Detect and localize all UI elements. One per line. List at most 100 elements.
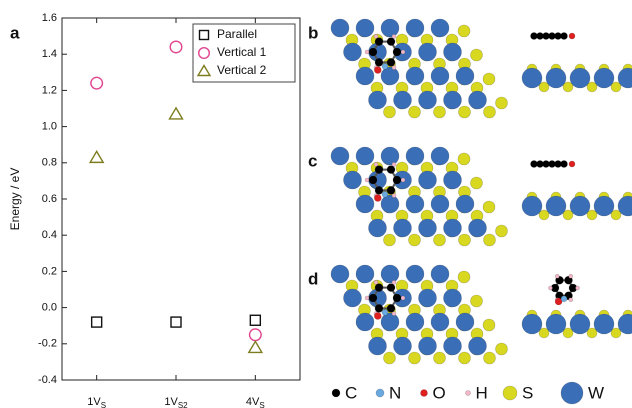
atom bbox=[470, 48, 483, 62]
atom bbox=[610, 81, 622, 93]
atom bbox=[383, 351, 396, 365]
marker bbox=[90, 316, 103, 328]
y-tick-label: 1.4 bbox=[42, 48, 57, 60]
atom bbox=[470, 176, 483, 190]
atom bbox=[554, 297, 563, 306]
atom bbox=[355, 146, 375, 166]
atom bbox=[545, 67, 567, 89]
atom bbox=[380, 146, 400, 166]
atom bbox=[392, 47, 402, 57]
atom bbox=[330, 18, 350, 38]
atom bbox=[405, 194, 425, 214]
atom bbox=[430, 194, 450, 214]
atom bbox=[483, 233, 496, 247]
atom bbox=[586, 209, 598, 221]
atom bbox=[468, 218, 487, 238]
atom-legend-label: S bbox=[522, 383, 533, 402]
atom bbox=[380, 312, 400, 332]
atom bbox=[483, 105, 496, 119]
atom bbox=[355, 264, 375, 284]
atom bbox=[482, 318, 496, 332]
atom bbox=[562, 81, 574, 93]
atom bbox=[380, 66, 400, 86]
atom bbox=[495, 96, 508, 110]
atom bbox=[400, 295, 406, 301]
atom bbox=[495, 224, 508, 238]
atom bbox=[562, 209, 574, 221]
atom bbox=[575, 285, 580, 291]
atom bbox=[458, 105, 471, 119]
atom bbox=[391, 162, 397, 167]
atom bbox=[400, 177, 406, 183]
atom bbox=[405, 312, 425, 332]
marker bbox=[247, 340, 264, 354]
atom bbox=[330, 264, 350, 284]
atom bbox=[569, 313, 591, 335]
atom bbox=[568, 160, 576, 168]
atom bbox=[380, 194, 400, 214]
atom bbox=[418, 218, 437, 238]
atom bbox=[364, 49, 370, 55]
atom bbox=[617, 313, 632, 335]
marker bbox=[196, 64, 212, 77]
atom bbox=[418, 90, 437, 110]
atom bbox=[386, 186, 396, 195]
atom bbox=[368, 336, 387, 356]
atom bbox=[593, 67, 615, 89]
y-tick-label: 0.8 bbox=[42, 157, 57, 169]
atom bbox=[391, 34, 397, 39]
atom bbox=[538, 81, 550, 93]
atom bbox=[465, 390, 471, 396]
atom bbox=[502, 385, 518, 401]
legend-label: Vertical 1 bbox=[217, 45, 267, 59]
marker bbox=[169, 40, 183, 54]
atom bbox=[392, 293, 402, 303]
atom bbox=[408, 233, 421, 247]
atom bbox=[430, 312, 450, 332]
atom bbox=[554, 274, 560, 279]
atom bbox=[343, 42, 362, 62]
atom bbox=[373, 66, 382, 74]
atom bbox=[418, 42, 437, 62]
panel-label: c bbox=[308, 151, 317, 170]
atom bbox=[383, 233, 396, 247]
atom bbox=[495, 342, 508, 356]
y-tick-label: -0.2 bbox=[38, 338, 57, 350]
atom bbox=[373, 194, 382, 202]
y-tick-label: 1.6 bbox=[42, 12, 57, 24]
atom bbox=[355, 18, 375, 38]
atom bbox=[381, 191, 389, 198]
atom bbox=[468, 90, 487, 110]
atom bbox=[374, 37, 384, 46]
atom bbox=[568, 32, 576, 40]
atom bbox=[381, 309, 389, 316]
panel-label: d bbox=[308, 269, 318, 288]
atom bbox=[343, 288, 362, 308]
atom bbox=[373, 280, 379, 285]
atom bbox=[455, 312, 475, 332]
atom bbox=[548, 285, 553, 291]
atom bbox=[391, 311, 397, 316]
atom bbox=[443, 218, 462, 238]
atom bbox=[562, 327, 574, 339]
legend-label: Parallel bbox=[217, 27, 257, 41]
y-tick-label: 0.2 bbox=[42, 265, 57, 277]
category-subscript: S bbox=[259, 401, 264, 408]
atom bbox=[443, 42, 462, 62]
atom bbox=[538, 327, 550, 339]
atom bbox=[430, 264, 450, 284]
atom bbox=[391, 193, 397, 198]
atom bbox=[343, 170, 362, 190]
atom bbox=[420, 389, 428, 397]
atom bbox=[560, 381, 584, 405]
atom bbox=[617, 67, 632, 89]
atom bbox=[373, 312, 382, 320]
atom bbox=[418, 288, 437, 308]
atom bbox=[455, 194, 475, 214]
x-tick-label: 1VS bbox=[87, 396, 106, 408]
x-tick-label: 1VS2 bbox=[164, 396, 188, 408]
atom bbox=[457, 24, 471, 38]
category-subscript: S bbox=[101, 401, 106, 408]
atom-legend-label: O bbox=[433, 383, 446, 402]
